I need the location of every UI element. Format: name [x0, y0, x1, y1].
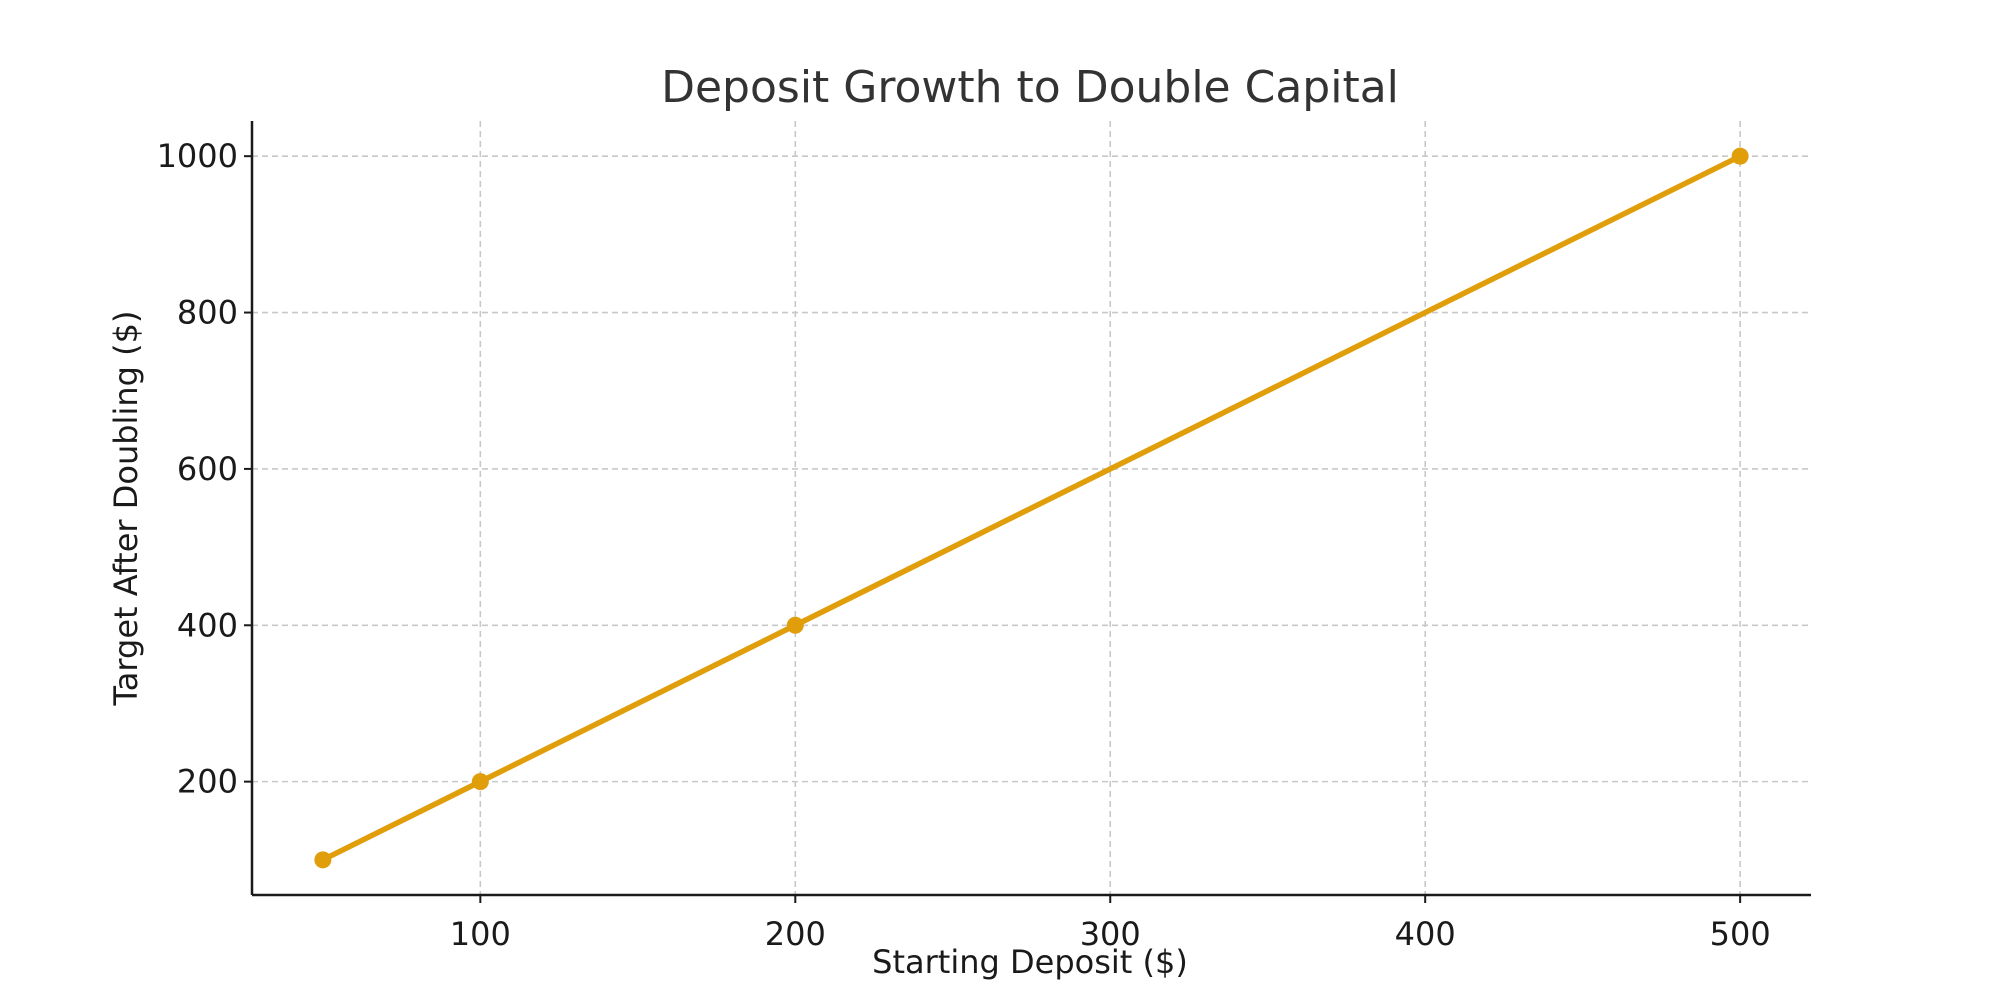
y-tick-label: 1000: [157, 137, 238, 175]
y-tick-label: 600: [177, 450, 238, 488]
y-tick-label: 800: [177, 294, 238, 332]
grid: [252, 121, 1811, 895]
x-tick-label: 100: [450, 915, 511, 953]
data-point: [314, 851, 332, 869]
ticks: 100 200 300 400 500 200 400 600 800 1000: [157, 137, 1771, 953]
chart-title: Deposit Growth to Double Capital: [661, 62, 1399, 113]
x-axis-label: Starting Deposit ($): [872, 943, 1188, 981]
y-tick-label: 400: [177, 606, 238, 644]
x-tick-label: 500: [1710, 915, 1771, 953]
data-point: [471, 773, 489, 791]
y-axis-label: Target After Doubling ($): [107, 311, 145, 707]
series-line: [320, 153, 1743, 863]
axes: [250, 121, 1811, 897]
series: [314, 147, 1749, 869]
x-tick-label: 400: [1395, 915, 1456, 953]
y-tick-label: 200: [177, 763, 238, 801]
data-point: [1731, 147, 1749, 165]
x-tick-label: 300: [1080, 915, 1141, 953]
x-tick-label: 200: [765, 915, 826, 953]
data-point: [786, 616, 804, 634]
